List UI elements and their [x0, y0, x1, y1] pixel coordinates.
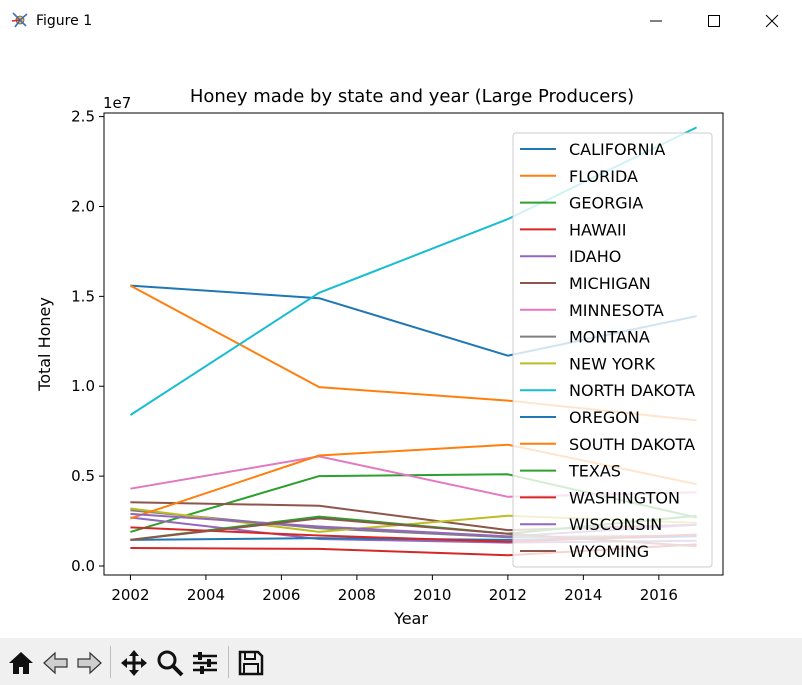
x-tick-label: 2004 [187, 586, 225, 604]
chart-title: Honey made by state and year (Large Prod… [190, 86, 634, 107]
legend-label: NEW YORK [569, 354, 656, 373]
legend-label: NORTH DAKOTA [569, 381, 695, 400]
window-title: Figure 1 [36, 13, 93, 29]
x-tick-label: 2014 [564, 586, 602, 604]
legend-label: MICHIGAN [569, 274, 651, 293]
axes-frame [103, 112, 724, 576]
close-icon [765, 14, 779, 28]
legend-label: SOUTH DAKOTA [569, 435, 695, 454]
legend-label: IDAHO [569, 247, 621, 266]
legend-label: WASHINGTON [569, 488, 680, 507]
legend-label: MONTANA [569, 328, 650, 347]
zoom-button[interactable] [155, 648, 185, 678]
y-tick-label: 1.0 [71, 377, 95, 395]
matplotlib-app-icon [10, 10, 30, 30]
x-tick-label: 2010 [413, 586, 451, 604]
save-button[interactable] [236, 648, 266, 678]
legend-label: CALIFORNIA [569, 140, 665, 159]
y-tick-label: 1.5 [71, 287, 95, 305]
back-button[interactable] [41, 648, 71, 678]
close-button[interactable] [743, 0, 801, 42]
configure-subplots-icon [193, 652, 217, 674]
legend-label: MINNESOTA [569, 301, 664, 320]
x-tick-label: 2008 [338, 586, 376, 604]
save-icon [238, 650, 264, 676]
pan-icon [121, 650, 147, 676]
forward-button[interactable] [74, 648, 104, 678]
zoom-icon [157, 650, 184, 677]
minimize-icon [650, 20, 662, 22]
configure-subplots-button[interactable] [190, 648, 220, 678]
x-axis-ticks: 2002 2004 2006 2008 2010 2012 2014 2016 [111, 575, 678, 604]
legend-box [512, 132, 713, 568]
pan-button[interactable] [119, 648, 149, 678]
window-titlebar: Figure 1 [0, 0, 802, 42]
x-tick-label: 2012 [489, 586, 527, 604]
y-axis-label: Total Honey [35, 297, 54, 392]
home-icon [9, 652, 33, 674]
y-tick-label: 2.0 [71, 197, 95, 215]
minimize-button[interactable] [627, 0, 685, 42]
home-button[interactable] [6, 648, 36, 678]
toolbar-separator [110, 646, 111, 678]
y-axis-ticks: 0.0 0.5 1.0 1.5 2.0 2.5 [71, 108, 104, 575]
maximize-button[interactable] [685, 0, 743, 42]
y-tick-label: 0.0 [71, 557, 95, 575]
navigation-toolbar [0, 638, 802, 685]
toolbar-separator [228, 646, 229, 678]
legend: CALIFORNIA FLORIDA GEORGIA HAWAII IDAHO MICHI… [512, 132, 713, 568]
line-chart: Honey made by state and year (Large Prod… [35, 86, 724, 628]
x-tick-label: 2006 [262, 586, 300, 604]
forward-arrow-icon [77, 651, 102, 675]
y-tick-label: 0.5 [71, 467, 95, 485]
x-tick-label: 2016 [640, 586, 678, 604]
legend-label: FLORIDA [569, 167, 638, 186]
legend-label: WISCONSIN [569, 515, 662, 534]
x-tick-label: 2002 [111, 586, 149, 604]
y-tick-label: 2.5 [71, 108, 95, 126]
legend-label: OREGON [569, 408, 640, 427]
back-arrow-icon [43, 651, 68, 675]
maximize-icon [708, 15, 720, 27]
legend-label: WYOMING [569, 542, 649, 561]
legend-label: HAWAII [569, 220, 626, 239]
x-axis-label: Year [393, 609, 428, 628]
figure-canvas[interactable]: Honey made by state and year (Large Prod… [0, 42, 802, 638]
legend-label: GEORGIA [569, 194, 643, 213]
y-offset-label: 1e7 [103, 94, 131, 112]
legend-label: TEXAS [568, 462, 621, 481]
